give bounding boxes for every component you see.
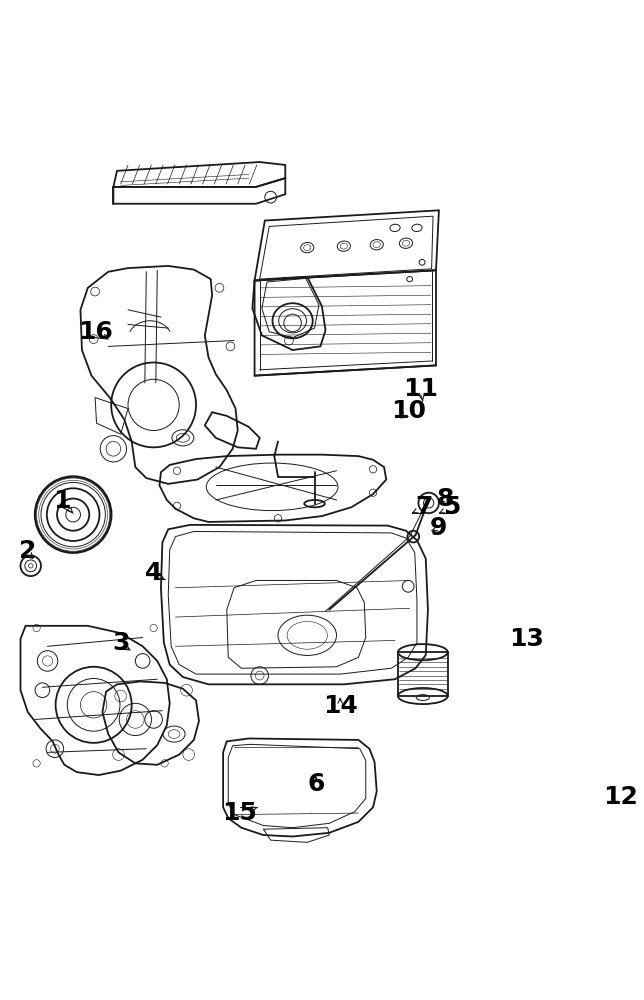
Text: 9: 9 [430, 516, 448, 540]
Text: 8: 8 [436, 487, 453, 511]
Text: 15: 15 [222, 801, 258, 825]
Text: 7: 7 [415, 495, 433, 519]
Text: 6: 6 [307, 772, 325, 796]
Text: 13: 13 [509, 627, 544, 651]
Text: 1: 1 [53, 489, 71, 513]
Text: 12: 12 [603, 785, 638, 809]
Text: 3: 3 [112, 631, 129, 655]
Text: 14: 14 [323, 694, 357, 718]
Text: 16: 16 [78, 320, 113, 344]
Text: 4: 4 [145, 561, 162, 585]
Text: 10: 10 [391, 399, 426, 423]
Text: 11: 11 [403, 377, 438, 401]
Text: 2: 2 [19, 539, 37, 563]
Text: 5: 5 [443, 495, 460, 519]
